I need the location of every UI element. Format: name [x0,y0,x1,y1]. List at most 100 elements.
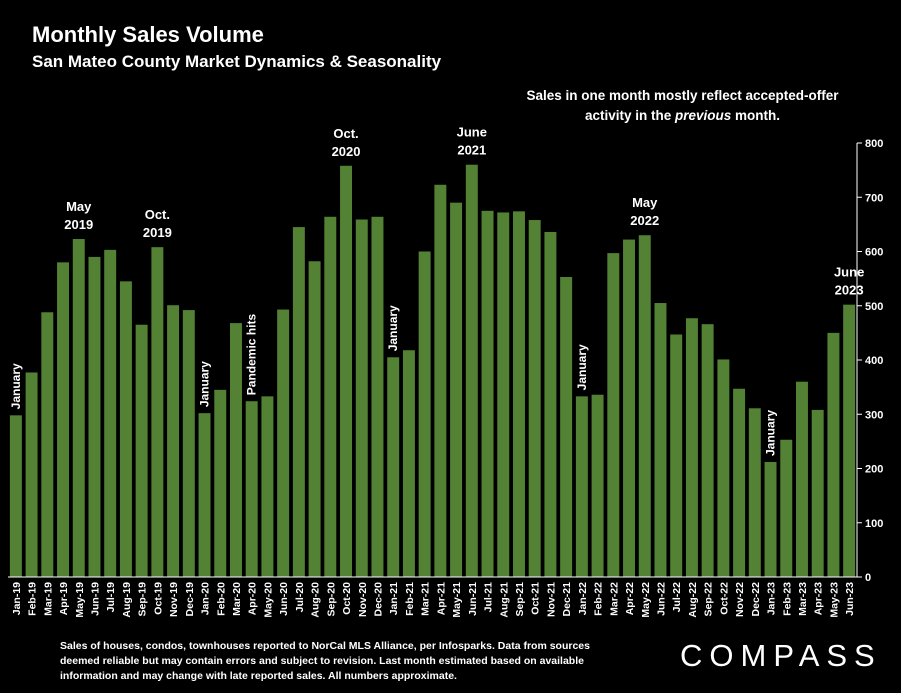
bar-Aug-20 [308,261,321,577]
x-tick-label: Apr-23 [813,582,825,615]
bar-Apr-19 [57,262,69,577]
y-tick-label: 0 [865,572,871,584]
x-tick-label: Dec-22 [750,582,762,617]
x-tick-label: Feb-21 [404,582,416,616]
x-tick-label: Apr-19 [58,582,70,615]
bar-Feb-21 [402,350,415,577]
bar-Aug-21 [497,212,510,577]
x-tick-label: Mar-22 [608,582,620,616]
x-axis-labels: Jan-19 Feb-19 Mar-19 Apr-19 May-19 Jun-19 Jul-… [11,582,856,618]
annotation-label: 2020 [332,144,361,159]
x-tick-label: Mar-20 [231,582,243,616]
y-tick-label: 400 [865,355,883,367]
x-tick-label: Aug-22 [687,582,699,618]
annotation-label: Pandemic hits [245,314,259,396]
bar-Oct-20 [340,165,352,577]
annotation-label: Oct. [145,207,170,222]
bar-Nov-22 [733,388,746,577]
y-tick-label: 200 [865,464,883,476]
x-tick-label: May-21 [451,582,463,618]
bar-Feb-22 [591,394,604,577]
x-tick-label: Feb-23 [781,582,793,616]
x-tick-label: Jan-20 [200,582,212,615]
x-tick-label: Jun-23 [844,582,856,616]
x-tick-label: Jan-22 [577,582,589,615]
x-tick-label: May-22 [640,582,652,618]
x-tick-label: Sep-20 [325,582,337,617]
x-tick-label: Jul-21 [483,582,495,613]
bar-Oct-21 [528,220,541,577]
x-tick-label: Aug-20 [310,582,322,618]
x-tick-label: Apr-20 [247,582,259,615]
bar-Sep-22 [701,324,714,577]
bar-Nov-21 [544,231,557,577]
annotation-label: 2023 [835,283,864,298]
bar-Jan-22 [575,396,588,577]
bar-Jan-21 [387,357,400,577]
x-tick-label: Jun-20 [278,582,290,616]
bar-Mar-21 [418,251,431,577]
y-tick-label: 800 [865,138,883,150]
x-tick-label: Oct-19 [152,582,164,615]
annotation-label: May [66,199,92,214]
x-tick-label: Dec-21 [561,582,573,617]
annotation-label: January [9,363,23,409]
x-tick-label: Nov-22 [734,582,746,617]
y-axis: 0 100 200 300 400 500 600 700 800 [8,138,883,584]
bar-Jul-20 [292,227,305,577]
note-text-emphasis: previous [675,108,732,123]
bar-Apr-21 [434,184,447,577]
bar-Jun-23 [843,304,856,577]
bar-Oct-22 [717,359,730,577]
x-tick-label: May-20 [262,582,274,618]
x-tick-label: Jul-22 [671,582,683,613]
bar-Apr-22 [623,239,635,577]
chart-note: Sales in one month mostly reflect accept… [505,86,860,126]
bar-Jun-19 [88,256,101,577]
bar-Mar-22 [607,253,620,577]
x-tick-label: Sep-22 [703,582,715,617]
bar-Jul-21 [481,210,494,577]
x-tick-label: Jul-19 [105,582,117,613]
y-tick-label: 100 [865,518,883,530]
bar-Jul-22 [670,334,683,577]
bar-Jun-20 [277,309,290,577]
annotation-label: 2019 [64,217,93,232]
bar-Dec-20 [371,216,384,577]
bar-Dec-22 [748,408,761,577]
annotation-label: June [834,265,864,280]
x-tick-label: May-23 [828,582,840,618]
x-tick-label: Aug-21 [498,582,510,618]
bar-Mar-19 [41,312,54,577]
bar-Sep-19 [135,324,148,577]
bar-Jan-23 [764,461,777,577]
y-tick-label: 500 [865,301,883,313]
x-tick-label: Sep-19 [137,582,149,617]
bar-May-23 [827,332,840,578]
x-tick-label: Sep-21 [514,582,526,617]
x-tick-label: Apr-21 [435,582,447,615]
bar-Jun-22 [654,303,667,577]
x-tick-label: Jul-20 [294,582,306,613]
annotation-label: Oct. [333,126,358,141]
x-tick-label: Oct-21 [530,582,542,615]
bar-Dec-19 [182,310,195,577]
bar-May-19 [72,239,85,577]
compass-logo: COMPASS [680,638,882,673]
bar-Apr-23 [811,409,824,577]
x-tick-label: Aug-19 [121,582,133,618]
annotation-label: January [386,305,400,351]
bar-Jul-19 [104,249,117,577]
annotation-label: January [575,344,589,390]
bar-Aug-22 [685,318,698,577]
bar-Feb-20 [214,389,227,577]
bar-Mar-20 [230,323,242,577]
bar-May-20 [261,396,274,577]
annotations: January May 2019 Oct. 2019 January Pandemic hi… [9,125,864,456]
x-tick-label: Oct-20 [341,582,353,615]
x-tick-label: Oct-22 [718,582,730,615]
annotation-label: January [198,361,212,407]
annotation-label: 2021 [457,143,486,158]
x-tick-label: Jan-23 [766,582,778,615]
